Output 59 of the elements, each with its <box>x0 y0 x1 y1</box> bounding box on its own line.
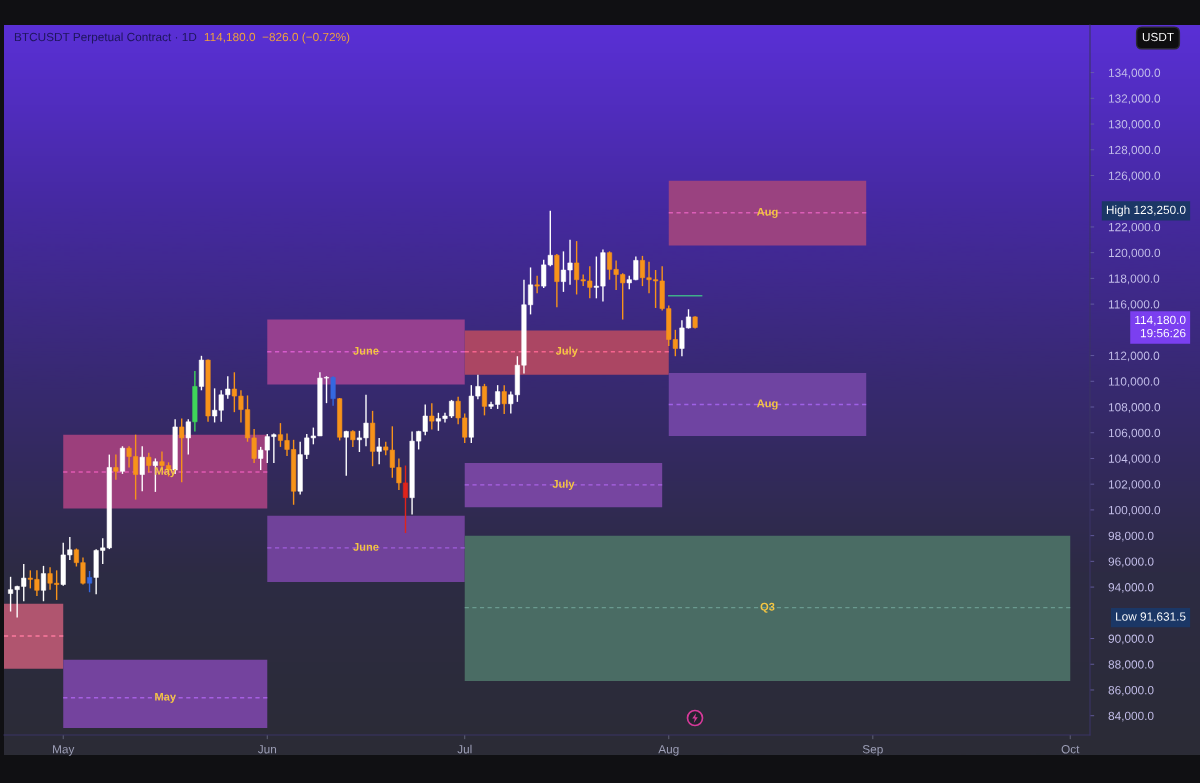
series-label: July <box>555 346 578 357</box>
candlestick <box>330 375 336 407</box>
y-tick-label: 108,000.0 <box>1108 403 1161 413</box>
y-tick-label: 120,000.0 <box>1108 248 1161 259</box>
x-tick-label: Jul <box>457 744 472 754</box>
candlestick <box>481 383 487 417</box>
x-tick-label: Sep <box>862 745 883 756</box>
candlestick <box>376 437 382 465</box>
series-label: Aug <box>756 399 778 410</box>
y-tick-label: 88,000.0 <box>1108 660 1154 671</box>
candlestick <box>429 402 435 431</box>
y-tick-label: 90,000.0 <box>1108 634 1154 645</box>
y-tick-label: 94,000.0 <box>1108 583 1154 593</box>
y-tick-label: 126,000.0 <box>1108 171 1161 182</box>
series-label: July <box>552 479 575 491</box>
candlestick <box>402 464 409 534</box>
text: 114,180.0 −826.0 (−0.72%) <box>204 32 350 44</box>
y-tick-label: 130,000.0 <box>1108 120 1161 130</box>
y-tick-label: 86,000.0 <box>1108 686 1154 696</box>
candlestick <box>87 570 93 593</box>
text: BTCUSDT Perpetual Contract · 1D <box>14 32 197 44</box>
candlestick <box>113 453 119 481</box>
y-axis-title: USDT <box>1142 32 1174 42</box>
candlestick <box>119 445 125 475</box>
y-tick-label: 98,000.0 <box>1108 531 1154 542</box>
y-tick-label: 106,000.0 <box>1108 428 1161 439</box>
candlestick <box>179 417 185 483</box>
y-tick-label: 100,000.0 <box>1108 505 1161 516</box>
candlestick <box>343 430 349 477</box>
x-tick-label: Oct <box>1061 745 1080 754</box>
candlestick <box>185 418 191 456</box>
text: Low 91,631.5 <box>1116 612 1186 623</box>
y-tick-label: 84,000.0 <box>1108 711 1154 722</box>
candlestick <box>146 451 152 474</box>
candlestick <box>534 275 540 294</box>
series-label: June <box>353 346 379 355</box>
y-tick-label: 132,000.0 <box>1108 94 1161 105</box>
y-tick-label: 118,000.0 <box>1108 274 1160 285</box>
candlestick <box>501 384 507 415</box>
text: High 123,250.0 <box>1106 205 1186 217</box>
y-tick-label: 104,000.0 <box>1108 454 1161 465</box>
y-tick-label: 122,000.0 <box>1108 222 1161 233</box>
x-tick-label: May <box>53 745 75 756</box>
x-tick-label: Aug <box>658 745 679 756</box>
series-label: June <box>353 543 379 551</box>
text: 114,180.0 19:56:26 <box>1135 315 1186 338</box>
candlestick <box>40 565 47 602</box>
y-tick-label: 116,000.0 <box>1108 300 1160 310</box>
y-tick-label: 102,000.0 <box>1108 480 1161 490</box>
x-tick-label: Jun <box>257 745 277 754</box>
series-label: May <box>155 692 176 703</box>
series-label: Q3 <box>760 602 775 613</box>
y-tick-label: 96,000.0 <box>1108 557 1154 568</box>
y-tick-label: 134,000.0 <box>1108 68 1161 79</box>
candlestick <box>139 445 145 492</box>
y-tick-label: 112,000.0 <box>1108 351 1160 362</box>
y-tick-label: 110,000.0 <box>1108 377 1160 388</box>
y-tick-label: 128,000.0 <box>1108 145 1161 156</box>
series-label: Aug <box>756 207 778 218</box>
